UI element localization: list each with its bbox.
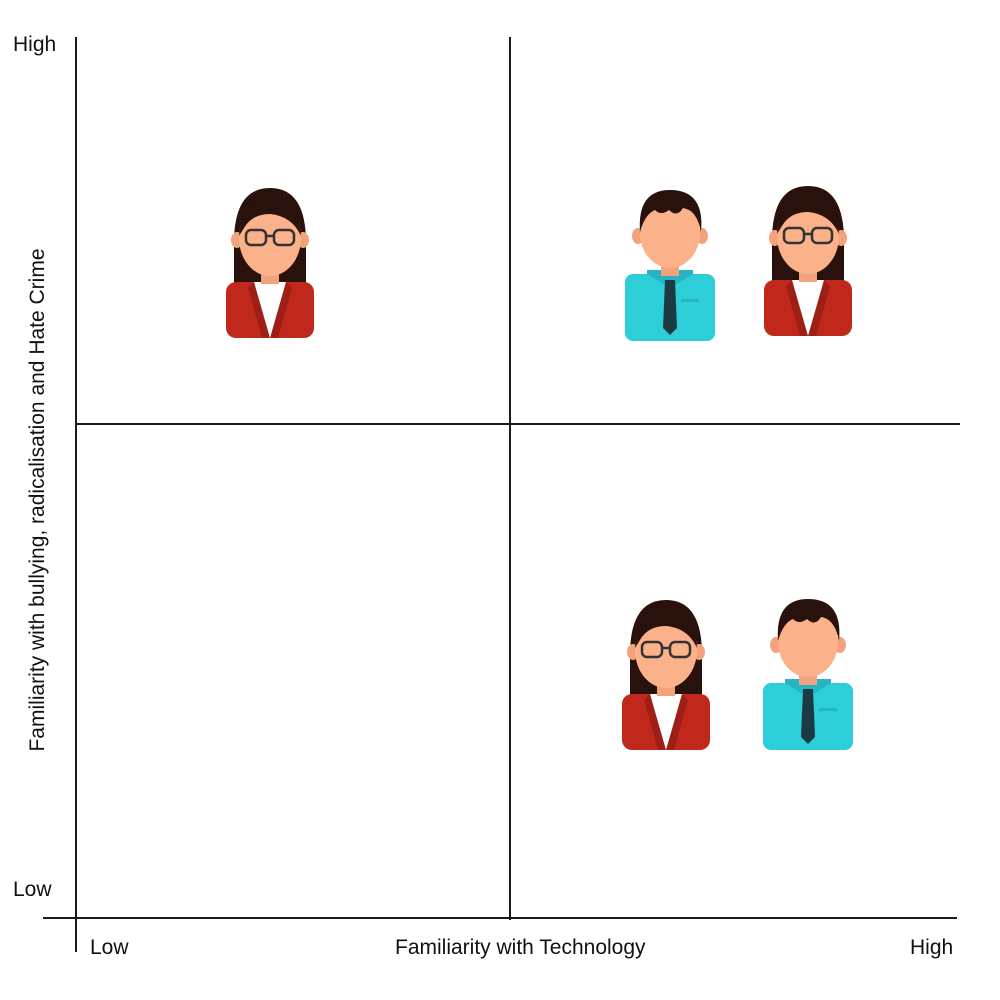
y-axis-low-label: Low <box>13 878 52 901</box>
businesswoman-icon <box>224 188 316 338</box>
y-axis-title: Familiarity with bullying, radicalisatio… <box>26 248 49 752</box>
x-axis-title: Familiarity with Technology <box>395 936 646 959</box>
businesswoman-icon <box>762 186 854 336</box>
x-axis-high-label: High <box>910 936 954 959</box>
businessman-icon <box>625 188 715 341</box>
y-axis-high-label: High <box>13 33 57 56</box>
x-axis-low-label: Low <box>90 936 129 959</box>
businesswoman-icon <box>620 600 712 750</box>
businessman-icon <box>763 597 853 750</box>
